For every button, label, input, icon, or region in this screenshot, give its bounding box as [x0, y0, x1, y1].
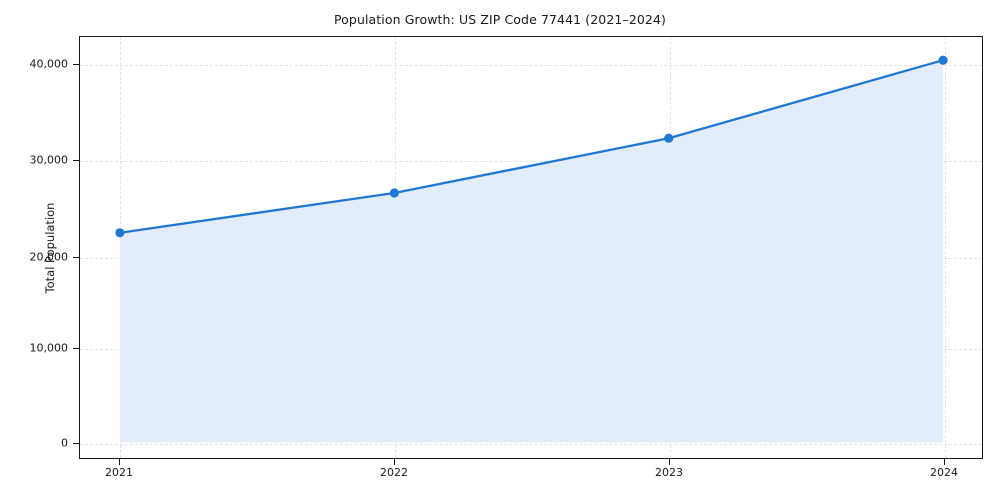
y-axis-label-wrapper: Total Population [22, 36, 57, 459]
y-axis-label: Total Population [43, 202, 57, 293]
gridline-vertical [945, 37, 946, 458]
population-line-series [115, 55, 948, 443]
x-axis-tick-mark [119, 459, 120, 465]
data-point-marker[interactable] [938, 55, 948, 65]
x-axis-tick-label: 2022 [380, 466, 408, 479]
y-axis-tick-mark [73, 64, 79, 65]
y-axis-tick-mark [73, 443, 79, 445]
data-point-marker[interactable] [664, 133, 674, 143]
x-axis-tick-mark [394, 459, 395, 465]
data-point-marker[interactable] [115, 228, 125, 238]
x-axis-tick-label: 2024 [930, 466, 958, 479]
data-point-marker[interactable] [389, 188, 399, 198]
chart-title: Population Growth: US ZIP Code 77441 (20… [333, 12, 667, 27]
y-axis-tick-label: 40,000 [29, 57, 69, 71]
plot-area [79, 36, 983, 459]
gridline-horizontal [80, 161, 982, 162]
y-axis-tick-label: 20,000 [29, 250, 69, 264]
x-axis-tick-label: 2023 [655, 466, 683, 479]
gridline-horizontal [80, 65, 982, 66]
x-axis-tick-mark [944, 459, 945, 465]
y-axis-tick-label: 0 [61, 436, 68, 450]
y-axis-tick-mark [73, 256, 79, 258]
y-axis-tick-mark [73, 348, 79, 349]
series-line [118, 59, 945, 234]
area-fill [119, 60, 944, 443]
y-axis-tick-mark [73, 160, 79, 161]
x-axis-tick-label: 2021 [105, 466, 133, 479]
y-axis-tick-label: 30,000 [29, 153, 69, 167]
x-axis-tick-mark [669, 459, 670, 465]
gridline-horizontal [80, 444, 982, 446]
y-axis-tick-label: 10,000 [29, 341, 69, 355]
